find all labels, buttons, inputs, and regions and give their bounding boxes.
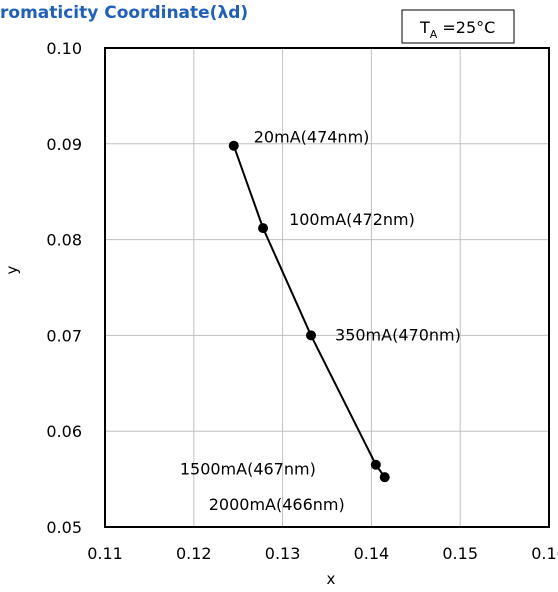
y-axis-label: y — [3, 265, 21, 274]
data-point — [306, 330, 317, 341]
condition-label: TA =25°C — [419, 18, 495, 41]
x-tick-label: 0.14 — [354, 544, 390, 563]
y-tick-label: 0.09 — [46, 135, 82, 154]
data-point — [258, 223, 269, 234]
data-point — [379, 472, 390, 483]
x-tick-label: 0.11 — [87, 544, 123, 563]
y-tick-label: 0.10 — [46, 39, 82, 58]
series-line — [232, 145, 386, 478]
point-label: 20mA(474nm) — [254, 128, 370, 147]
y-tick-label: 0.06 — [46, 422, 82, 441]
y-tick-label: 0.05 — [46, 518, 82, 537]
x-tick-label: 0.12 — [176, 544, 212, 563]
point-annotations: 20mA(474nm) 100mA(472nm) 350mA(470nm) 1500m… — [180, 128, 461, 514]
x-axis-label: x — [327, 570, 336, 588]
condition-box: TA =25°C — [401, 9, 515, 44]
y-tick-label: 0.07 — [46, 326, 82, 345]
y-tick-labels: 0.05 0.06 0.07 0.08 0.09 0.10 — [46, 39, 82, 537]
x-tick-labels: 0.11 0.12 0.13 0.14 0.15 0.16 — [87, 544, 558, 563]
chart-title: romaticity Coordinate(λd) — [0, 3, 248, 23]
data-point — [370, 459, 381, 470]
x-tick-label: 0.13 — [265, 544, 301, 563]
point-label: 350mA(470nm) — [335, 325, 461, 344]
grid-lines — [105, 48, 549, 527]
x-tick-label: 0.15 — [442, 544, 478, 563]
point-label: 1500mA(467nm) — [180, 460, 316, 479]
point-label: 2000mA(466nm) — [209, 495, 345, 514]
plot-area-frame — [104, 47, 550, 528]
y-tick-label: 0.08 — [46, 231, 82, 250]
x-tick-label: 0.16 — [531, 544, 558, 563]
data-point — [228, 140, 239, 151]
point-label: 100mA(472nm) — [289, 210, 415, 229]
series-layer — [228, 140, 390, 483]
